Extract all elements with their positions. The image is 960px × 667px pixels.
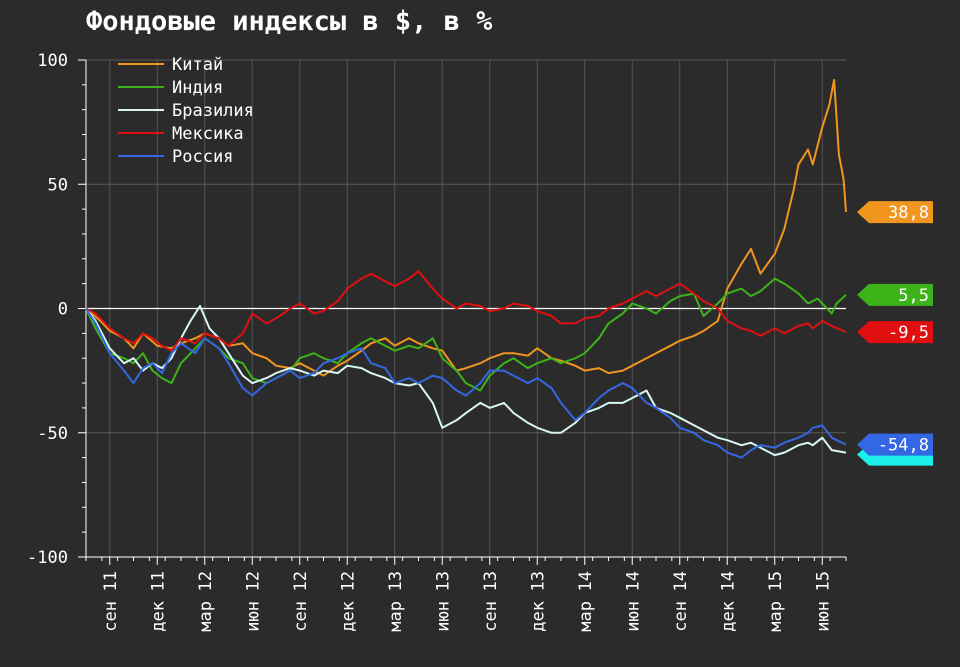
x-tick-year: 13: [481, 571, 501, 591]
value-tag: [857, 433, 933, 456]
x-tick-month: сен: [291, 601, 311, 632]
x-tick-month: дек: [148, 601, 168, 632]
axes: 100 50 0 -50 -100 11 сен 11 дек 12 мар 12 июн 12 сен 12…: [27, 51, 847, 632]
x-tick-month: сен: [671, 601, 691, 632]
x-tick-year: 15: [813, 571, 833, 591]
value-tag-label: 38,8: [888, 203, 929, 223]
x-tick-month: июн: [813, 601, 833, 632]
value-tag-label: -9,5: [888, 323, 929, 343]
x-tick-month: мар: [576, 601, 596, 632]
legend: Китай Индия Бразилия Мексика Россия: [118, 55, 254, 167]
y-tick-label: 100: [37, 51, 68, 71]
grid: [86, 59, 846, 558]
x-tick-year: 15: [766, 571, 786, 591]
x-tick-year: 14: [576, 571, 596, 591]
x-tick-year: 13: [433, 571, 453, 591]
value-tag: [857, 201, 933, 224]
value-tag-label: -54,8: [878, 436, 929, 456]
x-tick-year: 13: [386, 571, 406, 591]
y-tick-label: 0: [58, 300, 68, 320]
series-group: [85, 78, 847, 459]
x-tick-month: дек: [718, 601, 738, 632]
legend-label: Индия: [172, 78, 223, 98]
x-tick-month: июн: [623, 601, 643, 632]
x-tick-year: 12: [196, 571, 216, 591]
x-tick-year: 14: [718, 571, 738, 591]
legend-label: Россия: [172, 147, 233, 167]
series-line-2: [85, 305, 847, 457]
series-line-3: [85, 270, 847, 352]
x-tick-year: 14: [671, 571, 691, 591]
x-tick-year: 11: [101, 571, 121, 591]
series-line-4: [85, 307, 847, 459]
x-tick-year: 12: [243, 571, 263, 591]
value-tag: [857, 321, 933, 344]
y-tick-label: -50: [37, 424, 68, 444]
legend-label: Китай: [172, 55, 223, 75]
x-tick-month: дек: [338, 601, 358, 632]
value-tag: [857, 283, 933, 306]
x-tick-month: сен: [481, 601, 501, 632]
y-tick-label: -100: [27, 548, 68, 568]
x-tick-month: июн: [433, 601, 453, 632]
x-tick-year: 11: [148, 571, 168, 591]
chart-title: Фондовые индексы в $, в %: [86, 6, 493, 37]
legend-label: Мексика: [172, 124, 244, 144]
y-tick-label: 50: [48, 175, 68, 195]
x-tick-month: июн: [243, 601, 263, 632]
x-tick-year: 12: [291, 571, 311, 591]
x-tick-month: сен: [101, 601, 121, 632]
x-tick-month: дек: [528, 601, 548, 632]
series-line-1: [85, 277, 847, 392]
value-tag-label: 5,5: [898, 286, 929, 306]
x-tick-year: 12: [338, 571, 358, 591]
x-tick-month: мар: [196, 601, 216, 632]
x-tick-month: мар: [766, 601, 786, 632]
x-tick-year: 13: [528, 571, 548, 591]
x-tick-year: 14: [623, 571, 643, 591]
legend-label: Бразилия: [172, 101, 254, 121]
value-labels: 38,8 5,5 -9,5 -54,8: [857, 201, 933, 466]
x-tick-month: мар: [386, 601, 406, 632]
